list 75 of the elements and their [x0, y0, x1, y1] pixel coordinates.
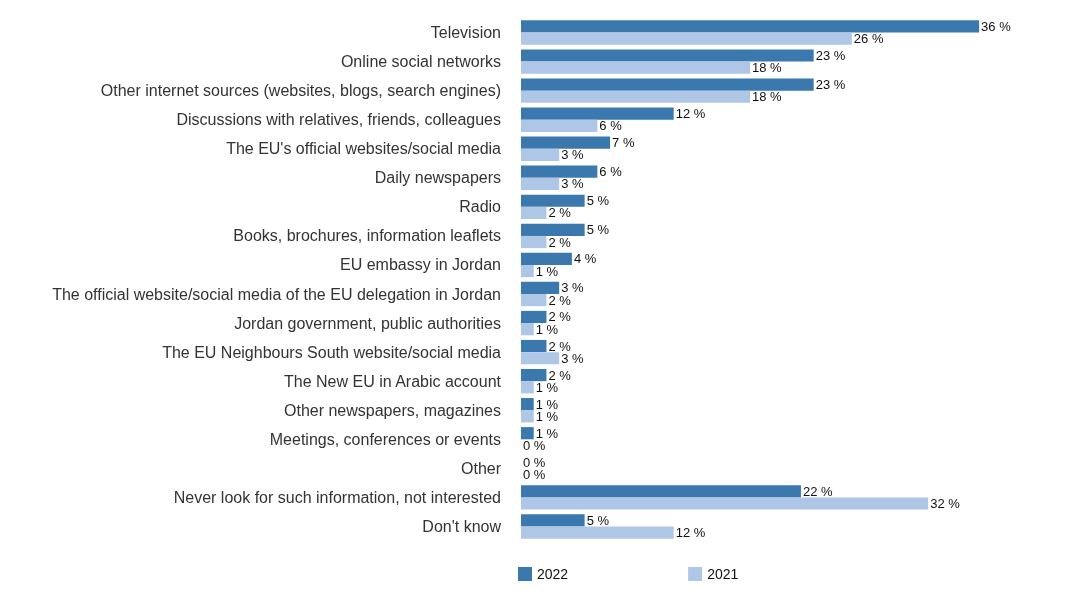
y-tick-label: Other newspapers, magazines — [284, 401, 501, 419]
data-label: 5 % — [586, 222, 610, 238]
bar — [521, 32, 852, 45]
bar — [521, 148, 560, 161]
bar — [521, 252, 572, 265]
bar — [521, 323, 534, 336]
y-tick-label: Jordan government, public authorities — [234, 314, 501, 332]
data-label: 4 % — [573, 251, 597, 267]
y-tick-label: The EU Neighbours South website/social media — [162, 343, 502, 361]
bar — [521, 61, 751, 74]
data-label: 32 % — [930, 496, 961, 512]
y-tick-label: Television — [430, 24, 501, 42]
data-label: 2 % — [548, 205, 572, 221]
bar — [521, 427, 534, 440]
y-tick-label: EU embassy in Jordan — [340, 256, 501, 274]
data-label: 3 % — [561, 176, 585, 192]
bar — [521, 90, 751, 103]
data-label: 18 % — [752, 60, 783, 76]
y-tick-label: Discussions with relatives, friends, colleagues — [176, 111, 501, 129]
data-label: 5 % — [586, 512, 610, 528]
data-label: 6 % — [599, 164, 623, 180]
bar — [521, 119, 598, 132]
y-tick-label: The New EU in Arabic account — [284, 372, 502, 390]
bar — [521, 20, 980, 33]
bar — [521, 235, 547, 249]
bar — [521, 398, 534, 411]
y-tick-label: Don't know — [422, 517, 502, 535]
bar — [521, 177, 560, 191]
bar — [521, 294, 547, 307]
data-label: 5 % — [586, 193, 610, 209]
data-label: 3 % — [561, 147, 585, 163]
legend-label: 2022 — [537, 566, 569, 582]
data-label: 23 % — [815, 47, 846, 63]
data-label: 36 % — [981, 18, 1012, 34]
y-tick-label: Daily newspapers — [374, 169, 501, 187]
y-tick-label: Online social networks — [340, 53, 501, 71]
bar — [521, 206, 547, 220]
data-label: 12 % — [675, 525, 706, 541]
bar — [521, 78, 814, 91]
bar — [521, 352, 560, 365]
bar — [521, 194, 585, 207]
bar — [521, 107, 674, 120]
bar — [521, 381, 534, 394]
y-tick-label: Radio — [459, 198, 502, 216]
data-label: 1 % — [535, 263, 559, 279]
y-tick-label: Books, brochures, information leaflets — [233, 227, 501, 245]
data-label: 26 % — [853, 31, 884, 47]
bar — [521, 136, 611, 149]
bar — [521, 514, 585, 527]
bar — [521, 339, 547, 353]
y-tick-label: The EU's official websites/social media — [226, 140, 502, 158]
data-label: 22 % — [802, 483, 834, 499]
y-tick-label: Meetings, conferences or events — [269, 430, 501, 448]
data-label: 12 % — [675, 106, 706, 122]
y-tick-label: Never look for such information, not interested — [173, 488, 501, 506]
y-tick-label: The official website/social media of the EU delegation in Jordan — [52, 285, 501, 303]
data-label: 23 % — [815, 77, 846, 93]
bar — [521, 526, 674, 539]
y-tick-label: Other internet sources (websites, blogs, search engines) — [100, 82, 501, 100]
data-label: 6 % — [599, 118, 623, 134]
bar — [521, 368, 547, 382]
bar — [521, 310, 547, 324]
data-label: 2 % — [548, 234, 572, 250]
bar — [521, 165, 598, 178]
bar — [521, 223, 585, 236]
bar — [521, 49, 814, 62]
data-label: 7 % — [612, 135, 635, 151]
legend-label: 2021 — [707, 566, 739, 582]
bar — [521, 485, 801, 498]
data-label: 18 % — [752, 89, 783, 105]
bar — [521, 264, 534, 278]
y-tick-label: Other — [460, 459, 502, 477]
bar — [521, 410, 534, 423]
bar — [521, 281, 560, 295]
bar — [521, 497, 929, 510]
